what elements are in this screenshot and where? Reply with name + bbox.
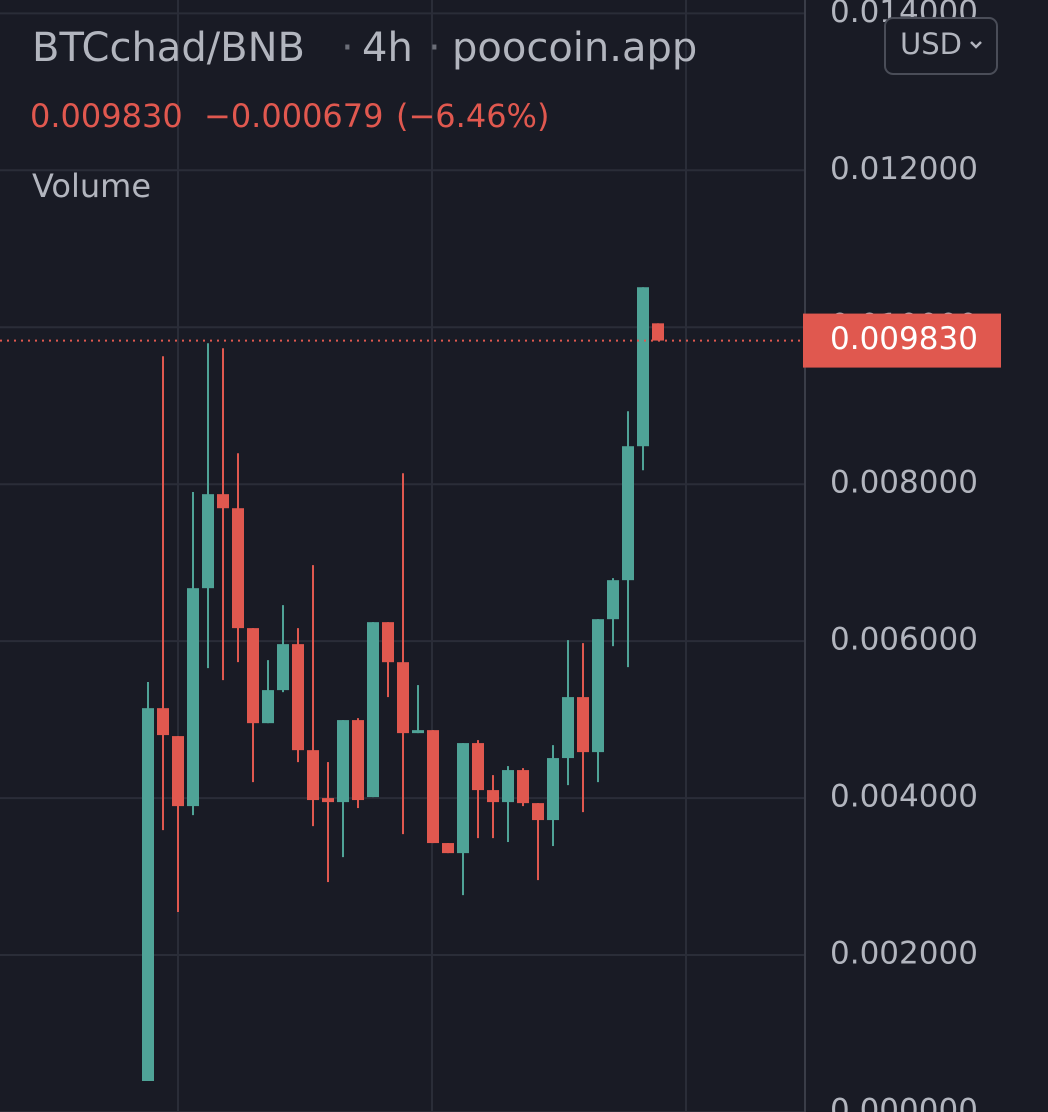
candle-body xyxy=(352,720,364,801)
candle-body xyxy=(187,588,199,807)
dropdown-arrow[interactable] xyxy=(970,41,982,49)
price-change: −0.000679 xyxy=(204,97,384,135)
y-tick-label: 0.002000 xyxy=(830,936,978,972)
candle-body xyxy=(532,803,544,821)
candle-body xyxy=(307,750,319,801)
candle-body xyxy=(562,697,574,759)
candle-body xyxy=(412,730,424,734)
candle-body xyxy=(487,790,499,803)
source: poocoin.app xyxy=(452,25,697,71)
candle-body xyxy=(172,736,184,807)
candle-body xyxy=(337,720,349,803)
candle-body xyxy=(592,619,604,753)
currency-button[interactable] xyxy=(884,17,998,75)
header: BTCchad/BNB · 4h · poocoin.app 0.009830 … xyxy=(30,17,998,205)
last-price-tag-label: 0.009830 xyxy=(830,321,978,357)
symbol: BTCchad/BNB xyxy=(32,25,305,71)
y-tick-label: 0.006000 xyxy=(830,622,978,658)
candle-body xyxy=(622,446,634,581)
candle-body xyxy=(322,798,334,803)
candle-body xyxy=(292,644,304,751)
candle-body xyxy=(637,287,649,447)
interval: 4h xyxy=(362,25,413,71)
last-price-tag xyxy=(803,313,1001,368)
candle-body xyxy=(157,708,169,736)
plot xyxy=(0,287,805,1082)
candle-body xyxy=(397,662,409,734)
candle-body xyxy=(607,580,619,620)
candle-body xyxy=(217,494,229,509)
y-tick-label: 0.000000 xyxy=(830,1093,978,1112)
candle-body xyxy=(382,622,394,663)
grid xyxy=(0,0,805,1112)
candle-body xyxy=(502,770,514,803)
y-tick-label: 0.008000 xyxy=(830,465,978,501)
candle-body xyxy=(472,743,484,791)
separator: · xyxy=(341,25,354,71)
candle-body xyxy=(247,628,259,724)
currency-label[interactable]: USD xyxy=(900,27,962,61)
candle-body xyxy=(577,697,589,753)
candle-body xyxy=(652,323,664,341)
y-tick-label: 0.004000 xyxy=(830,779,978,815)
price-axis: 0.000000 0.002000 0.004000 0.006000 0.008000… xyxy=(803,0,1001,1112)
candle-body xyxy=(427,730,439,844)
candle-body xyxy=(547,758,559,821)
candle-body xyxy=(442,843,454,854)
candle-body xyxy=(262,690,274,724)
candle-body xyxy=(277,644,289,691)
candle-body xyxy=(202,494,214,589)
last-price: 0.009830 xyxy=(30,97,183,135)
candle-body xyxy=(457,743,469,854)
indicator-label: Volume xyxy=(32,167,151,205)
candle-body xyxy=(142,708,154,1082)
candle-body xyxy=(517,770,529,804)
y-tick-label: 0.012000 xyxy=(830,151,978,187)
candle-body xyxy=(367,622,379,798)
price-change-percent: (−6.46%) xyxy=(396,97,549,135)
separator: · xyxy=(428,25,441,71)
candle-body xyxy=(232,508,244,629)
